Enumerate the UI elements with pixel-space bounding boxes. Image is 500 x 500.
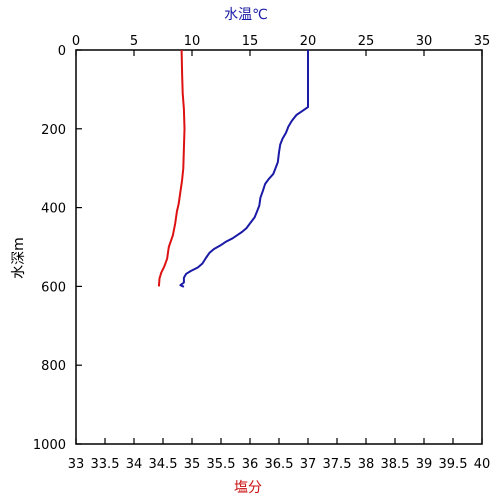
left-axis-title: 水深m (11, 237, 27, 279)
top-axis-tick-label: 25 (358, 34, 375, 49)
bottom-axis-tick-label: 37 (300, 457, 317, 472)
series-layer (157, 49, 309, 288)
bottom-axis-tick-label: 34.5 (149, 457, 178, 472)
bottom-axis-tick-label: 37.5 (323, 457, 352, 472)
bottom-axis-ticks: 33 33.5 34 34.5 35 35.5 36 36.5 37 37.5 38 38.5 39 39… (68, 438, 491, 472)
top-axis-tick-label: 20 (300, 34, 317, 49)
temperature-profile-line (179, 50, 309, 288)
top-axis-ticks: 0 5 10 15 20 25 30 35 (72, 34, 490, 56)
left-axis-tick-label: 600 (41, 280, 66, 295)
left-axis-tick-label: 400 (41, 202, 66, 217)
bottom-axis-tick-label: 34 (126, 457, 143, 472)
bottom-axis-tick-label: 33.5 (91, 457, 120, 472)
bottom-axis-tick-label: 40 (474, 457, 491, 472)
bottom-axis-tick-label: 36.5 (265, 457, 294, 472)
top-axis-tick-label: 35 (474, 34, 491, 49)
bottom-axis-tick-label: 38 (358, 457, 375, 472)
bottom-axis-title: 塩分 (234, 480, 262, 496)
top-axis-tick-label: 30 (416, 34, 433, 49)
top-axis-tick-label: 15 (242, 34, 259, 49)
left-axis-tick-label: 200 (41, 123, 66, 138)
bottom-axis-tick-label: 33 (68, 457, 85, 472)
top-axis-title: 水温℃ (224, 7, 268, 23)
bottom-axis-tick-label: 35.5 (207, 457, 236, 472)
top-axis-tick-label: 10 (184, 34, 201, 49)
left-axis-tick-label: 800 (41, 359, 66, 374)
bottom-axis-tick-label: 36 (242, 457, 259, 472)
left-axis-ticks: 0 200 400 600 800 1000 (33, 44, 82, 453)
salinity-profile-line (157, 49, 186, 287)
left-axis-tick-label: 0 (58, 44, 66, 59)
plot-frame (75, 49, 483, 445)
bottom-axis-tick-label: 38.5 (381, 457, 410, 472)
bottom-axis-tick-label: 39 (416, 457, 433, 472)
bottom-axis-tick-label: 35 (184, 457, 201, 472)
left-axis-tick-label: 1000 (33, 438, 66, 453)
top-axis-tick-label: 0 (72, 34, 80, 49)
top-axis-tick-label: 5 (130, 34, 138, 49)
bottom-axis-tick-label: 39.5 (439, 457, 468, 472)
